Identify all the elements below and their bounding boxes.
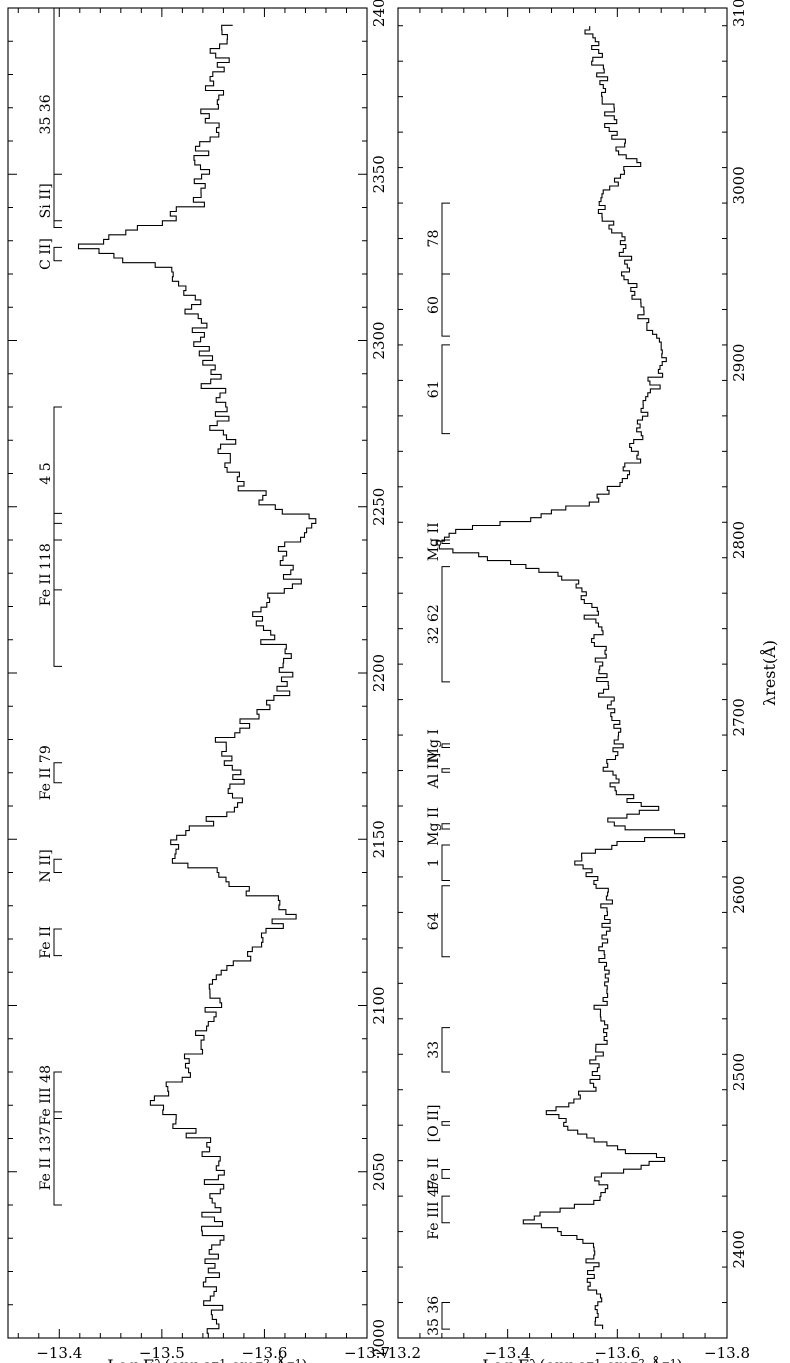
line-id-bracket — [53, 406, 62, 541]
y-axis-label: Log Fλ(erg s⁻¹ cm⁻² Å⁻¹) — [107, 1355, 307, 1363]
line-id-label: Fe II — [426, 1158, 442, 1191]
y-tick-label: −13.5 — [139, 1344, 185, 1362]
line-id-label: Si II] — [38, 183, 54, 218]
y-tick-label: −13.4 — [485, 1344, 531, 1362]
line-id-label: 35 36 — [38, 94, 54, 134]
line-id-bracket — [441, 823, 450, 830]
x-tick-label: 2600 — [730, 876, 748, 914]
top-panel: 2000 2050 2100 2150 2200 2250 2300 2350 2400 −13.… — [7, 0, 390, 1363]
line-id-label: 78 — [426, 230, 442, 248]
line-id-label: 32 62 — [426, 604, 442, 644]
x-tick-label: 3100 — [730, 0, 748, 27]
spectrum-line — [435, 26, 686, 1330]
line-id-bracket — [53, 1071, 62, 1120]
line-id-label: Fe II 79 — [38, 745, 54, 800]
line-id-bracket — [441, 273, 450, 337]
line-id-label: Mg II — [426, 807, 442, 846]
x-axis-label: λrest(Å) — [759, 640, 779, 706]
line-id-bracket — [53, 762, 62, 784]
line-id-bracket — [441, 885, 450, 958]
line-id-label: 61 — [426, 380, 442, 398]
line-id-bracket — [441, 743, 450, 748]
line-id-bracket — [441, 1169, 450, 1179]
y-axis-label: Log Fλ(erg s⁻¹ cm⁻² Å⁻¹) — [482, 1355, 682, 1363]
line-id-label: Fe II 137 — [38, 1126, 54, 1190]
x-tick-label: 2900 — [730, 344, 748, 382]
x-tick-label: 3000 — [730, 166, 748, 204]
x-tick-label: 2150 — [370, 820, 388, 858]
spectrum-line — [77, 24, 317, 1338]
line-id-label: Fe III 48 — [38, 1065, 54, 1126]
y-tick-label: −13.8 — [704, 1344, 750, 1362]
y-tick-label: −13.7 — [344, 1344, 390, 1362]
line-id-label: 64 — [426, 912, 442, 930]
x-tick-label: 2250 — [370, 488, 388, 526]
x-tick-label: 2300 — [370, 321, 388, 359]
line-id-label: Al II] — [426, 753, 442, 790]
line-id-bracket — [441, 202, 450, 275]
line-id-bracket — [441, 344, 450, 435]
line-id-label: 118 — [38, 543, 54, 570]
x-tick-label: 2400 — [370, 0, 388, 27]
line-id-bracket — [53, 173, 62, 228]
x-tick-label: 2100 — [370, 986, 388, 1024]
y-tick-label: −13.6 — [241, 1344, 287, 1362]
line-id-bracket — [53, 858, 62, 873]
x-tick-label: 2000 — [370, 1319, 388, 1357]
line-id-label: 60 — [426, 296, 442, 314]
line-id-label: [O II] — [426, 1104, 442, 1142]
line-id-bracket — [53, 246, 62, 262]
line-id-bracket — [53, 928, 62, 957]
y-tick-label: −13.6 — [594, 1344, 640, 1362]
line-id-label: Fe II — [38, 926, 54, 959]
line-id-label: Mg II — [426, 522, 442, 561]
line-id-label: C II] — [38, 238, 54, 270]
y-tick-label: −13.2 — [375, 1344, 421, 1362]
line-id-label: 33 — [426, 1041, 442, 1059]
x-tick-label: 2400 — [730, 1230, 748, 1268]
line-id-bracket — [53, 522, 62, 591]
line-id-bracket — [53, 512, 62, 667]
line-id-bracket — [441, 1302, 450, 1330]
line-id-label: N II] — [38, 849, 54, 882]
bottom-panel: 2400 2500 2600 2700 2800 2900 3000 3100 −13.2 −13… — [375, 0, 779, 1363]
line-id-bracket — [441, 844, 450, 881]
line-id-bracket — [441, 768, 450, 773]
x-tick-label: 2800 — [730, 521, 748, 559]
line-id-bracket — [53, 1111, 62, 1206]
line-id-label: 35 36 — [426, 1296, 442, 1336]
x-tick-label: 2350 — [370, 155, 388, 193]
line-id-bracket — [441, 566, 450, 683]
line-id-bracket — [441, 1027, 450, 1073]
line-id-label: 4 5 — [38, 462, 54, 484]
line-id-bracket — [441, 539, 450, 545]
x-tick-label: 2500 — [730, 1053, 748, 1091]
y-tick-label: −13.4 — [36, 1344, 82, 1362]
line-id-label: Fe III 47 — [426, 1179, 442, 1240]
x-tick-label: 2050 — [370, 1153, 388, 1191]
line-id-bracket — [441, 1195, 450, 1224]
x-tick-label: 2700 — [730, 698, 748, 736]
line-id-label: Fe II — [38, 574, 54, 607]
line-id-bracket — [53, 7, 62, 222]
plot-frame — [7, 7, 368, 1339]
x-tick-label: 2200 — [370, 654, 388, 692]
line-id-label: Mg I — [426, 729, 442, 762]
line-id-label: 1 — [426, 858, 442, 867]
line-id-bracket — [441, 1121, 450, 1126]
plot-frame — [397, 7, 728, 1339]
